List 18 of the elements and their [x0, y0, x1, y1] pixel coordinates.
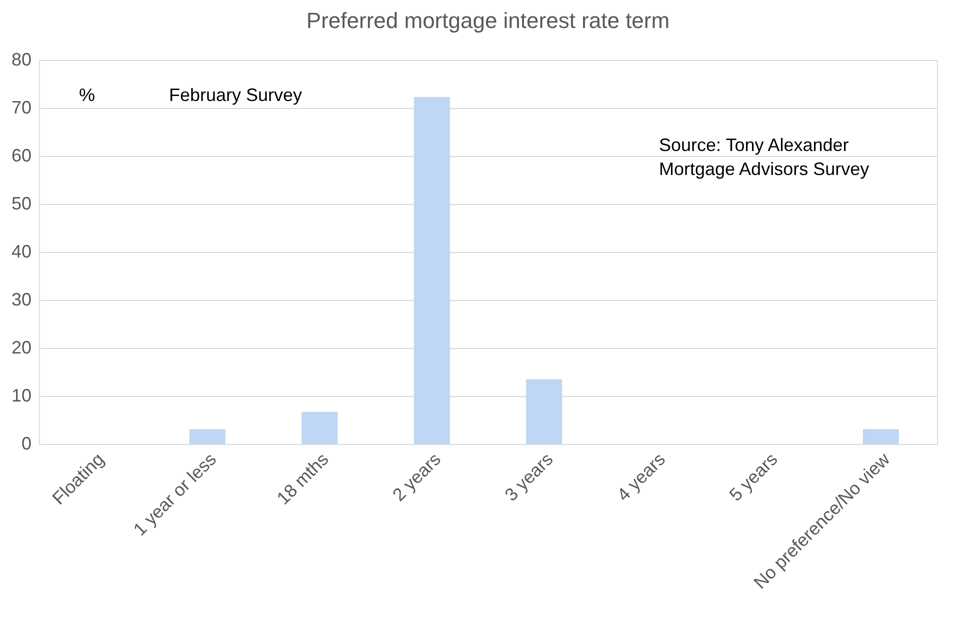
y-tick-label: 30 [11, 290, 32, 310]
chart-title: Preferred mortgage interest rate term [306, 8, 670, 33]
bar [862, 429, 899, 444]
annotation: % [79, 85, 96, 105]
y-tick-label: 80 [11, 50, 32, 70]
annotation: Source: Tony Alexander Mortgage Advisors Survey [659, 135, 870, 179]
bar [414, 96, 450, 444]
y-tick-label: 10 [11, 386, 32, 406]
y-tick-label: 60 [11, 146, 32, 166]
y-tick-label: 20 [11, 338, 32, 358]
bar [526, 379, 562, 444]
y-tick-label: 50 [11, 194, 32, 214]
y-tick-label: 40 [11, 242, 32, 262]
y-tick-label: 0 [21, 434, 32, 454]
bar [302, 412, 338, 444]
annotation: February Survey [169, 85, 302, 105]
y-tick-label: 70 [11, 98, 32, 118]
bar [189, 429, 226, 444]
